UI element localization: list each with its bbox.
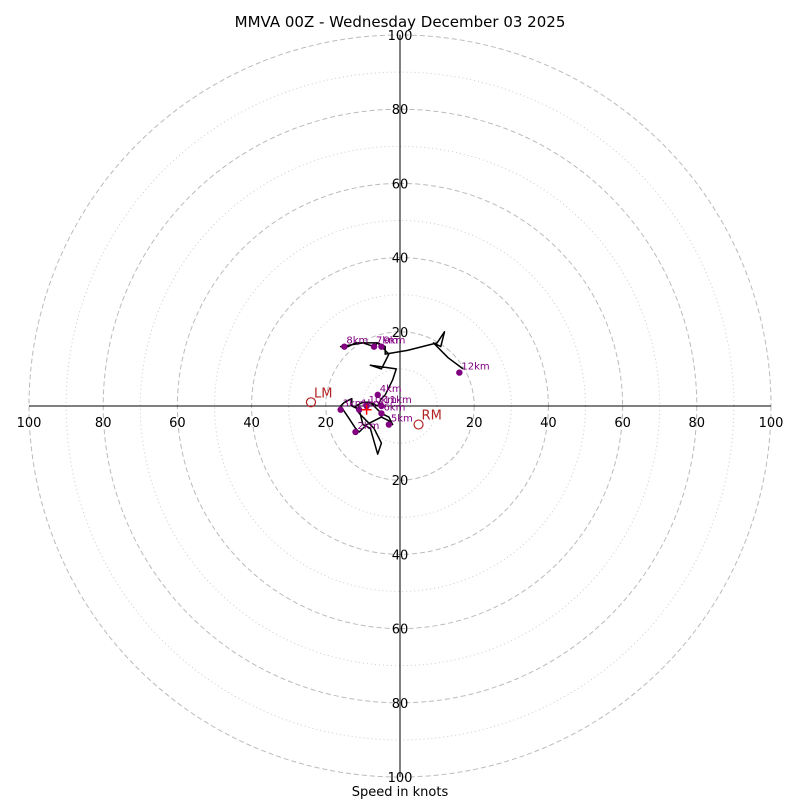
wind-trace [339,331,464,455]
height-marker-11km [378,402,385,410]
x-axis-label: Speed in knots [352,785,449,800]
storm-motion-label-RM: RM [422,409,442,424]
height-marker-6km [378,410,385,417]
tick-top-100: 100 [388,29,413,44]
height-label-10km: 10km [369,395,397,406]
tick-bottom-40: 40 [392,548,409,563]
height-marker-4km [374,391,381,399]
tick-top-20: 20 [392,326,409,341]
tick-right-100: 100 [759,416,784,431]
height-marker-12km [456,369,463,376]
height-label-4km: 4km [380,384,402,395]
tick-top-80: 80 [392,103,409,118]
height-marker-7km [370,343,378,350]
height-marker-5km [385,421,393,428]
tick-labels: 20 20 20 20 40 40 40 40 60 60 60 60 80 80 80 80 100 100 10… [17,29,784,786]
height-marker-1km [355,406,363,413]
height-label-11km: 11km [383,395,411,406]
storm-motion-marker-LM [305,397,317,408]
tick-top-40: 40 [392,252,409,267]
height-marker-3km [337,406,344,413]
tick-left-60: 60 [169,416,186,431]
axes [29,35,771,777]
tick-left-100: 100 [17,416,42,431]
height-label-3km: 3km [343,399,365,410]
tick-right-20: 20 [466,416,483,431]
chart-title: MMVA 00Z - Wednesday December 03 2025 [235,13,566,31]
storm-motion-marker-RM [413,419,424,430]
storm-motion-label-LM: LM [314,386,332,401]
height-marker-2km [352,428,359,436]
tick-bottom-20: 20 [392,474,409,489]
height-marker-9km [378,343,385,350]
height-label-2km: 2km [357,421,379,432]
height-label-12km: 12km [461,362,489,373]
height-label-7km: 7km [376,336,398,347]
tick-left-20: 20 [318,416,335,431]
tick-top-60: 60 [392,177,409,192]
height-label-5km: 5km [391,414,413,425]
tick-bottom-80: 80 [392,697,409,712]
wind-trace-line [339,331,464,455]
height-label-6km: 6km [383,402,405,413]
tick-bottom-100: 100 [388,771,413,786]
storm-motion-markers: LM RM [305,386,442,430]
height-marker-8km [341,343,348,350]
tick-right-80: 80 [689,416,706,431]
height-label-8km: 8km [346,336,368,347]
tick-left-40: 40 [243,416,260,431]
tick-right-60: 60 [614,416,631,431]
tick-bottom-60: 60 [392,623,409,638]
tick-right-40: 40 [540,416,557,431]
height-label-1km: 1km [361,399,383,410]
tick-left-80: 80 [95,416,112,431]
height-label-9km: 9km [383,336,405,347]
